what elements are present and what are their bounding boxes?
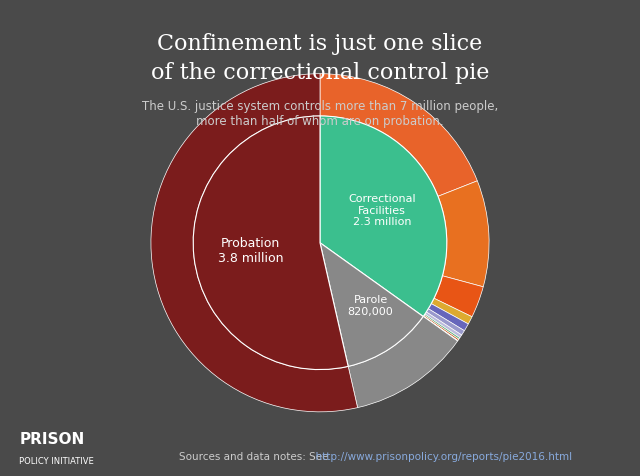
Wedge shape (424, 314, 460, 339)
Wedge shape (434, 276, 483, 317)
Wedge shape (348, 317, 458, 407)
Text: Parole
820,000: Parole 820,000 (348, 295, 394, 317)
Wedge shape (428, 304, 468, 331)
Wedge shape (431, 298, 472, 324)
Text: PRISON: PRISON (19, 432, 84, 447)
Wedge shape (193, 116, 348, 369)
Wedge shape (151, 74, 358, 412)
Wedge shape (320, 243, 423, 367)
Text: Confinement is just one slice: Confinement is just one slice (157, 33, 483, 55)
Wedge shape (438, 181, 489, 287)
Wedge shape (424, 315, 459, 341)
Text: of the correctional control pie: of the correctional control pie (151, 62, 489, 84)
Wedge shape (423, 316, 458, 341)
Text: Probation
3.8 million: Probation 3.8 million (218, 237, 284, 265)
Text: POLICY INITIATIVE: POLICY INITIATIVE (19, 457, 94, 466)
Wedge shape (425, 312, 461, 338)
Text: Correctional
Facilities
2.3 million: Correctional Facilities 2.3 million (348, 194, 416, 228)
Text: Sources and data notes: See: Sources and data notes: See (179, 452, 332, 462)
Wedge shape (320, 116, 447, 317)
Wedge shape (426, 309, 465, 335)
Text: http://www.prisonpolicy.org/reports/pie2016.html: http://www.prisonpolicy.org/reports/pie2… (179, 452, 572, 462)
Wedge shape (320, 74, 477, 196)
Text: The U.S. justice system controls more than 7 million people,
more than half of w: The U.S. justice system controls more th… (142, 100, 498, 128)
